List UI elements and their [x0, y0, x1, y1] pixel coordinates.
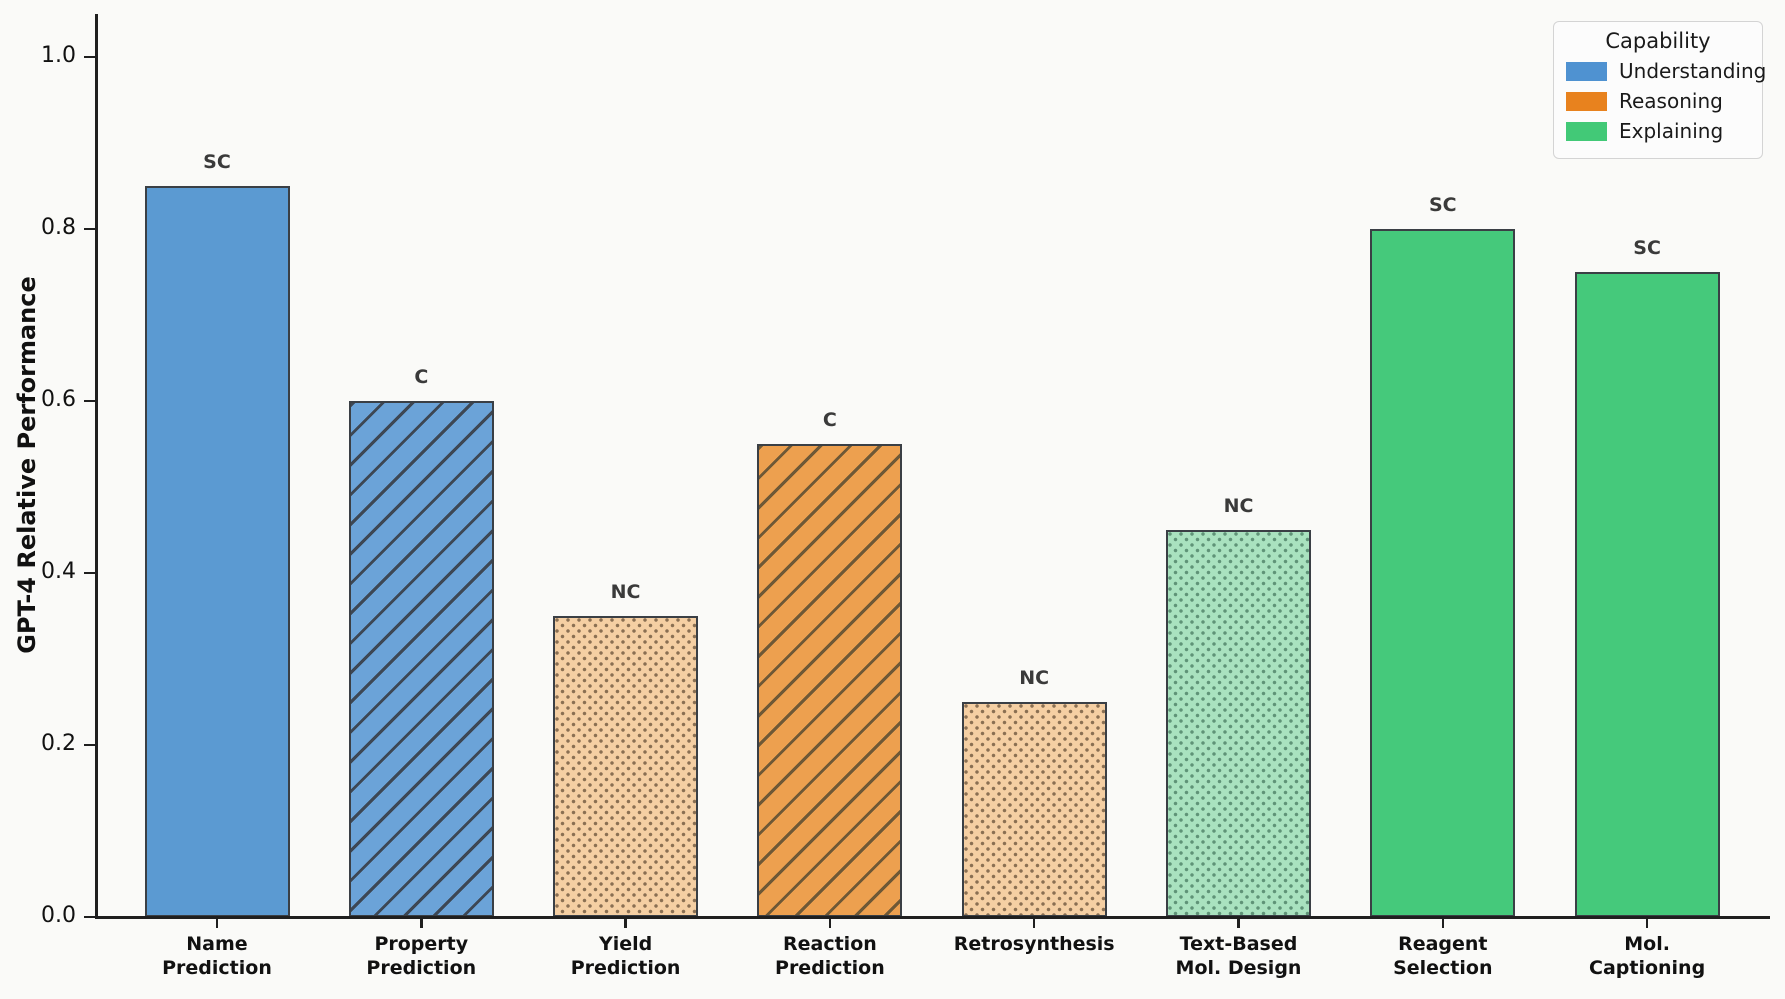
y-tick-mark [84, 571, 95, 575]
bar-reagent-selection [1370, 229, 1516, 917]
x-tick-mark [1441, 918, 1445, 928]
legend-entry-explaining: Explaining [1566, 119, 1750, 143]
x-tick-label: Reaction Prediction [775, 933, 885, 979]
bar-property-prediction [348, 401, 494, 917]
x-tick-label: Retrosynthesis [953, 933, 1115, 955]
y-axis-label: GPT-4 Relative Performance [13, 276, 41, 654]
legend-label: Explaining [1619, 119, 1724, 143]
legend-entry-reasoning: Reasoning [1566, 89, 1750, 113]
bar-yield-prediction [553, 616, 699, 917]
bar-annotation: NC [610, 581, 641, 603]
y-tick-label: 0.4 [41, 559, 76, 584]
x-tick-mark [828, 918, 832, 928]
y-tick-label: 1.0 [41, 43, 76, 68]
bar-text-based-mol-design [1166, 530, 1311, 917]
bar-annotation: SC [1633, 237, 1661, 259]
x-tick-label: Mol. Captioning [1589, 933, 1706, 979]
y-tick-mark [84, 743, 95, 747]
y-tick-label: 0.8 [41, 215, 76, 240]
x-tick-mark [624, 918, 627, 928]
y-axis-spine [95, 14, 98, 919]
legend-swatch [1566, 121, 1607, 141]
legend-swatch [1566, 91, 1607, 111]
x-tick-mark [420, 918, 423, 928]
y-tick-mark [84, 227, 95, 231]
y-tick-mark [84, 55, 95, 59]
bar-annotation: SC [1428, 194, 1457, 216]
x-tick-label: Text-Based Mol. Design [1175, 933, 1302, 979]
x-tick-mark [215, 918, 219, 928]
bar-annotation: SC [203, 151, 231, 173]
bar-annotation: C [414, 366, 429, 388]
x-axis-spine [95, 916, 1770, 919]
y-tick-label: 0.6 [41, 387, 76, 412]
bar-annotation: C [822, 409, 837, 431]
x-tick-mark [1032, 918, 1036, 928]
legend-title: Capability [1605, 29, 1711, 53]
x-tick-label: Property Prediction [366, 933, 477, 979]
legend-label: Understanding [1619, 59, 1767, 83]
legend-entry-understanding: Understanding [1566, 59, 1766, 83]
y-tick-label: 0.0 [41, 903, 76, 928]
bar-mol-captioning [1574, 272, 1720, 917]
bar-annotation: NC [1223, 495, 1254, 517]
y-tick-mark [84, 915, 95, 919]
x-tick-mark [1237, 918, 1240, 928]
legend-label: Reasoning [1619, 89, 1723, 113]
bar-retrosynthesis [961, 702, 1107, 917]
bar-annotation: NC [1019, 667, 1050, 689]
x-tick-label: Name Prediction [162, 933, 272, 979]
bar-name-prediction [144, 186, 290, 917]
x-tick-label: Yield Prediction [570, 933, 681, 979]
y-tick-mark [84, 399, 95, 403]
x-tick-mark [1645, 918, 1649, 928]
y-tick-label: 0.2 [41, 731, 76, 756]
legend: Capability Understanding Reasoning Explain… [1553, 21, 1766, 159]
bar-reaction-prediction [757, 444, 903, 917]
x-tick-label: Reagent Selection [1393, 933, 1493, 979]
legend-swatch [1566, 61, 1607, 81]
legend-entries: Understanding Reasoning Explaining [1566, 59, 1766, 143]
